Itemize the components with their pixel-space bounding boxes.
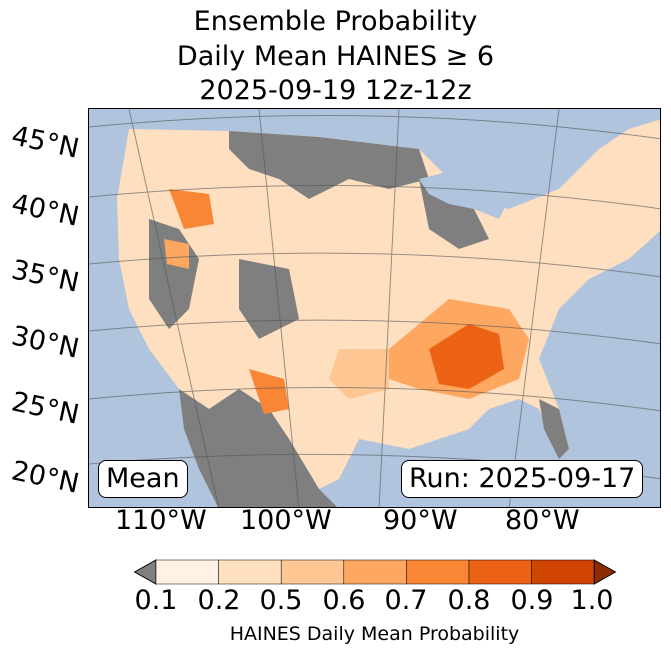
colorbar-tick-0: 0.1 (134, 585, 178, 616)
colorbar-bin-3 (280, 559, 345, 585)
title-line-1: Ensemble Probability (193, 6, 478, 37)
lon-label-100: 100°W (240, 505, 332, 536)
colorbar-over-arrow (593, 559, 616, 585)
colorbar-tick-6: 0.9 (510, 585, 554, 616)
colorbar-under-arrow (134, 559, 157, 585)
lat-label-35: 35°N (8, 254, 82, 299)
prob-region-southeast-core (429, 324, 504, 389)
lat-label-40: 40°N (8, 188, 82, 233)
colorbar-tick-3: 0.6 (322, 585, 366, 616)
colorbar-tick-7: 1.0 (570, 585, 614, 616)
lat-line-30 (89, 319, 660, 345)
prob-region-west-texas (249, 369, 289, 414)
lat-line-45 (89, 114, 660, 140)
lat-label-25: 25°N (8, 386, 82, 431)
colorbar-tick-1: 0.2 (197, 585, 241, 616)
lat-label-30: 30°N (8, 320, 82, 365)
lon-line-90 (378, 109, 400, 507)
map-canvas (89, 109, 660, 507)
probability-map[interactable] (88, 108, 661, 508)
lat-label-20: 20°N (8, 455, 82, 500)
colorbar-bin-2 (218, 559, 282, 585)
colorbar-bin-7 (531, 559, 595, 585)
title-line-3: 2025-09-19 12z-12z (199, 75, 472, 106)
run-label: Run: 2025-09-17 (401, 460, 644, 498)
colorbar-tick-5: 0.8 (447, 585, 491, 616)
lon-line-110 (128, 109, 220, 507)
colorbar-bin-4 (343, 559, 407, 585)
prob-region-nevada (164, 239, 189, 269)
colorbar-label: HAINES Daily Mean Probability (229, 623, 520, 645)
colorbar-bin-1 (155, 559, 219, 585)
colorbar-tick-4: 0.7 (384, 585, 428, 616)
lon-label-80: 80°W (505, 505, 580, 536)
land-mass (117, 119, 660, 489)
colorbar-tick-2: 0.5 (259, 585, 303, 616)
lon-line-100 (258, 109, 300, 507)
colorbar-bin-6 (468, 559, 532, 585)
lat-label-45: 45°N (8, 120, 82, 165)
lat-line-35 (89, 252, 660, 278)
colorbar (134, 559, 616, 585)
stat-label: Mean (98, 460, 188, 498)
mexico-region (179, 389, 337, 507)
lat-line-25 (89, 386, 660, 412)
great-lakes (419, 169, 509, 219)
lon-line-80 (508, 109, 560, 507)
gray-patch-florida (539, 399, 569, 459)
lat-line-40 (89, 184, 660, 210)
lon-label-90: 90°W (383, 505, 458, 536)
graticule (89, 109, 660, 507)
prob-region-idaho (169, 189, 214, 229)
prob-region-texas (329, 349, 389, 399)
title-line-2: Daily Mean HAINES ≥ 6 (176, 41, 495, 72)
gray-patch-north (229, 131, 429, 199)
gray-patch-sw (239, 259, 299, 339)
lon-label-110: 110°W (115, 505, 207, 536)
colorbar-bin-5 (406, 559, 470, 585)
